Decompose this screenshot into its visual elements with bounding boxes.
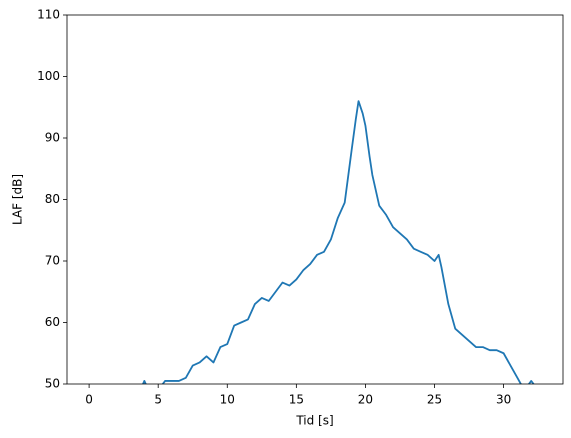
plot-frame <box>66 14 564 385</box>
y-tick-label: 50 <box>45 377 60 391</box>
x-tick-label: 15 <box>289 393 304 407</box>
data-line <box>142 100 535 384</box>
x-tick-label: 30 <box>496 393 511 407</box>
x-tick-label: 0 <box>85 393 93 407</box>
y-tick-label: 90 <box>45 131 60 145</box>
x-tick-label: 25 <box>427 393 442 407</box>
x-tick-label: 20 <box>358 393 373 407</box>
y-tick-label: 60 <box>45 315 60 329</box>
x-tick-label: 10 <box>220 393 235 407</box>
y-tick-label: 100 <box>37 69 60 83</box>
x-axis-label: Tid [s] <box>295 414 333 428</box>
x-tick-label: 5 <box>154 393 162 407</box>
y-tick-label: 80 <box>45 192 60 206</box>
y-tick-label: 110 <box>37 8 60 22</box>
y-axis-label: LAF [dB] <box>11 174 25 225</box>
y-tick-label: 70 <box>45 254 60 268</box>
